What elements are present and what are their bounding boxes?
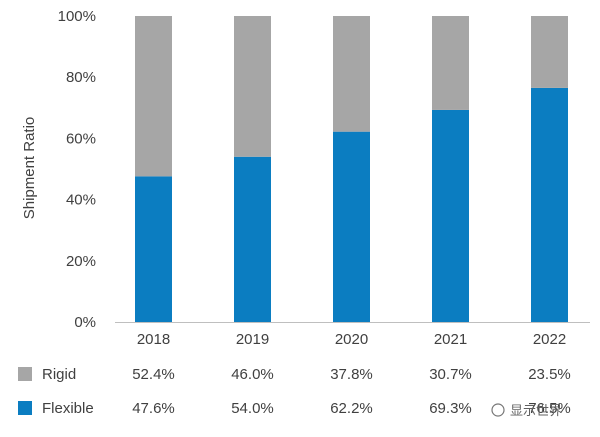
x-tick-label: 2020 <box>335 331 368 348</box>
bar-rigid <box>333 16 370 132</box>
bar-rigid <box>432 16 469 110</box>
value-label-flexible: 54.0% <box>231 400 274 417</box>
value-label-rigid: 30.7% <box>429 366 472 383</box>
x-tick-label: 2021 <box>434 331 467 348</box>
legend-label-flexible: Flexible <box>42 400 94 417</box>
bar-flexible <box>234 156 271 322</box>
bar-flexible <box>531 87 568 322</box>
value-label-rigid: 52.4% <box>132 366 175 383</box>
bar-rigid <box>234 16 271 157</box>
y-tick-label: 40% <box>66 192 96 209</box>
legend-swatch-flexible <box>18 401 32 415</box>
watermark: 显示世界 <box>491 403 562 418</box>
legend-table: Rigid 52.4% 46.0% 37.8% 30.7% 23.5% Flexible 47… <box>18 366 571 417</box>
bar-rigid <box>531 16 568 88</box>
bar-flexible <box>432 109 469 322</box>
y-tick-label: 80% <box>66 69 96 86</box>
value-label-flexible: 76.5% <box>528 400 571 417</box>
legend-swatch-rigid <box>18 367 32 381</box>
y-tick-label: 60% <box>66 130 96 147</box>
wechat-icon <box>491 403 505 417</box>
plot-area <box>115 16 590 323</box>
x-tick-label: 2019 <box>236 331 269 348</box>
bar-rigid <box>135 16 172 177</box>
value-label-flexible: 69.3% <box>429 400 472 417</box>
y-tick-label: 0% <box>74 314 96 331</box>
y-tick-label: 100% <box>58 8 96 25</box>
value-label-rigid: 46.0% <box>231 366 274 383</box>
x-axis-ticks: 2018 2019 2020 2021 2022 <box>137 331 566 348</box>
bar-flexible <box>135 176 172 322</box>
y-axis-title: Shipment Ratio <box>21 117 38 220</box>
bar-flexible <box>333 131 370 322</box>
value-label-flexible: 47.6% <box>132 400 175 417</box>
value-label-flexible: 62.2% <box>330 400 373 417</box>
y-axis-ticks: 0% 20% 40% 60% 80% 100% <box>58 8 96 331</box>
legend-label-rigid: Rigid <box>42 366 76 383</box>
value-label-rigid: 37.8% <box>330 366 373 383</box>
value-label-rigid: 23.5% <box>528 366 571 383</box>
x-tick-label: 2022 <box>533 331 566 348</box>
y-tick-label: 20% <box>66 253 96 270</box>
watermark-text: 显示世界 <box>510 403 562 418</box>
x-tick-label: 2018 <box>137 331 170 348</box>
